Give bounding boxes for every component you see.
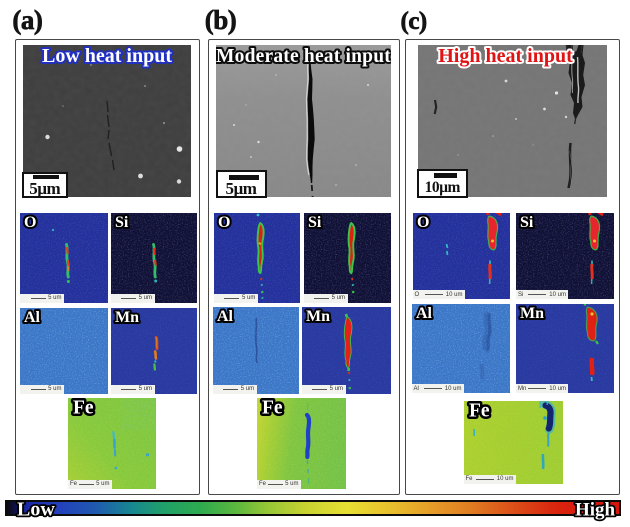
- svg-text:O: O: [218, 214, 230, 231]
- svg-text:O: O: [24, 214, 36, 231]
- svg-text:Mn: Mn: [306, 308, 330, 325]
- svg-text:Low: Low: [17, 499, 55, 521]
- svg-text:O: O: [417, 214, 429, 231]
- svg-text:Si: Si: [308, 214, 322, 231]
- svg-text:High heat input: High heat input: [438, 45, 573, 67]
- svg-text:Al: Al: [416, 305, 433, 322]
- svg-text:Mn: Mn: [520, 305, 544, 322]
- svg-text:Moderate heat input: Moderate heat input: [216, 46, 391, 67]
- svg-text:Fe: Fe: [469, 401, 490, 422]
- svg-text:Fe: Fe: [73, 398, 94, 419]
- svg-text:Low heat input: Low heat input: [41, 45, 171, 67]
- svg-text:Si: Si: [115, 214, 129, 231]
- svg-text:High: High: [575, 500, 616, 521]
- svg-text:Fe: Fe: [262, 398, 283, 419]
- svg-text:Mn: Mn: [115, 309, 139, 326]
- svg-text:Al: Al: [217, 308, 234, 325]
- svg-text:Al: Al: [24, 309, 41, 326]
- svg-text:Si: Si: [520, 214, 534, 231]
